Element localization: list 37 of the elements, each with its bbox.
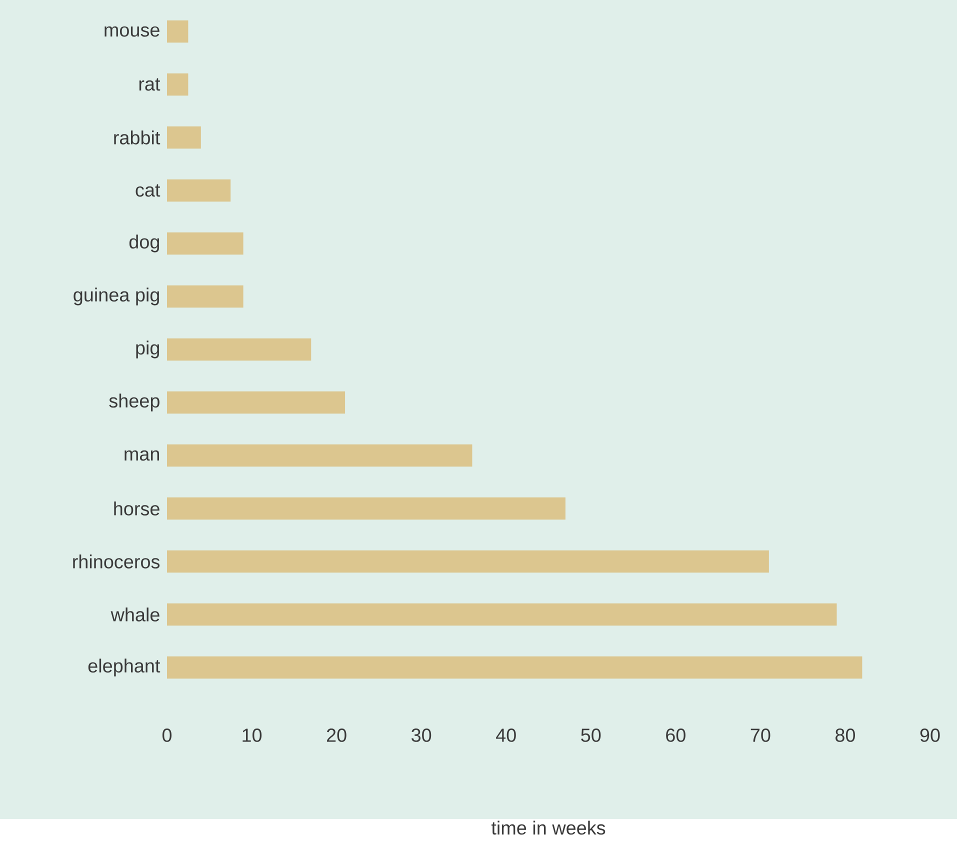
y-tick-label: guinea pig — [74, 288, 159, 306]
bar — [167, 391, 346, 414]
x-tick-label: 90 — [920, 728, 940, 742]
y-tick-label: sheep — [109, 394, 160, 412]
bar — [167, 20, 188, 43]
x-tick-label: 20 — [326, 728, 346, 742]
x-tick-label: 50 — [581, 728, 601, 742]
bar — [167, 285, 244, 308]
y-tick-label: dog — [129, 234, 160, 252]
x-tick-label: 70 — [750, 728, 770, 742]
bar — [167, 550, 769, 573]
bar — [167, 179, 231, 202]
x-tick-label: 60 — [666, 728, 686, 742]
y-tick-label: rhinoceros — [73, 554, 160, 568]
bar — [167, 126, 201, 149]
x-tick-label: 80 — [836, 728, 856, 742]
bar — [167, 497, 566, 520]
bar — [167, 232, 244, 255]
bar — [167, 444, 472, 467]
y-tick-label: rabbit — [114, 130, 160, 144]
y-tick-label: elephant — [88, 658, 160, 676]
bar — [167, 338, 312, 361]
bar — [167, 73, 188, 96]
x-tick-label: 10 — [242, 728, 262, 742]
x-tick-label: 30 — [412, 728, 432, 742]
x-tick-label: 0 — [162, 728, 172, 742]
y-tick-label: rat — [139, 78, 160, 91]
y-tick-label: cat — [136, 184, 160, 197]
bar — [167, 603, 837, 626]
bar — [167, 656, 862, 679]
x-tick-label: 40 — [496, 728, 516, 742]
y-tick-label: whale — [110, 608, 160, 622]
x-axis-title: time in weeks — [491, 820, 606, 835]
y-tick-label: horse — [114, 502, 160, 516]
y-tick-label: pig — [136, 340, 160, 358]
y-tick-label: mouse — [104, 26, 160, 37]
y-tick-label: man — [124, 450, 160, 461]
